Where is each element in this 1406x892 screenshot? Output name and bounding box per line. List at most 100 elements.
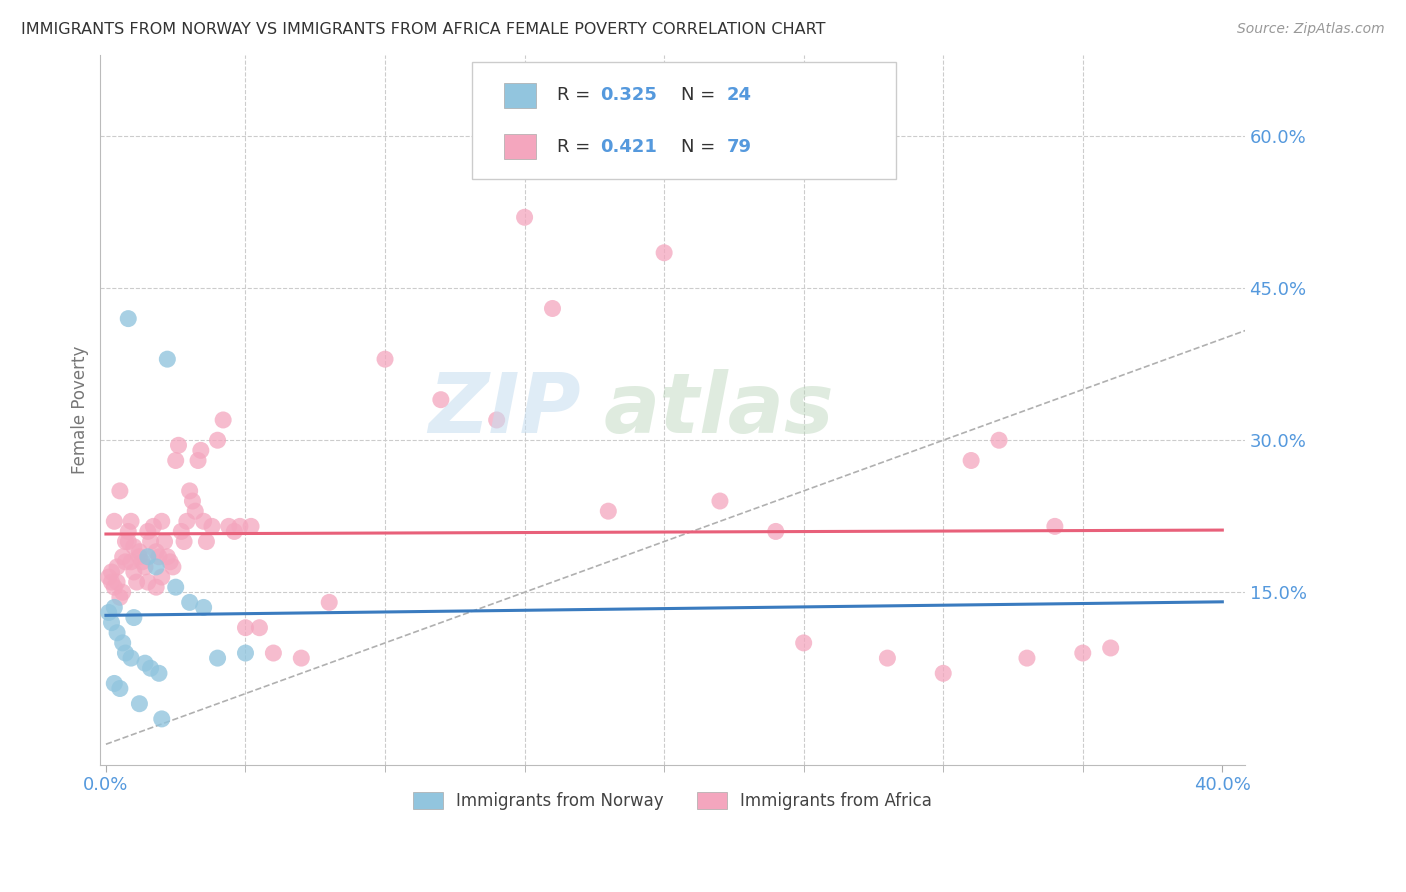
Point — [128, 549, 150, 564]
Point — [145, 544, 167, 558]
Y-axis label: Female Poverty: Female Poverty — [72, 345, 89, 474]
Point — [249, 621, 271, 635]
Point — [100, 615, 122, 630]
Point — [218, 519, 240, 533]
Point — [201, 519, 224, 533]
Text: R =: R = — [557, 137, 596, 155]
Point — [262, 646, 284, 660]
Point — [207, 434, 229, 448]
Legend: Immigrants from Norway, Immigrants from Africa: Immigrants from Norway, Immigrants from … — [406, 785, 939, 816]
Text: N =: N = — [681, 87, 720, 104]
Point — [430, 392, 453, 407]
Point — [108, 483, 131, 498]
Point — [111, 585, 134, 599]
Point — [122, 610, 145, 624]
Point — [100, 565, 122, 579]
Point — [134, 656, 156, 670]
Text: N =: N = — [681, 137, 720, 155]
Point — [103, 514, 125, 528]
Text: 0.325: 0.325 — [600, 87, 657, 104]
Point — [374, 352, 396, 367]
Point — [136, 549, 159, 564]
Point — [176, 514, 198, 528]
Point — [145, 580, 167, 594]
Point — [598, 504, 620, 518]
Point — [224, 524, 246, 539]
Text: Source: ZipAtlas.com: Source: ZipAtlas.com — [1237, 22, 1385, 37]
Point — [111, 549, 134, 564]
Text: 24: 24 — [727, 87, 751, 104]
Point — [134, 560, 156, 574]
Text: ZIP: ZIP — [429, 369, 581, 450]
Point — [128, 697, 150, 711]
Point — [193, 514, 215, 528]
Point — [988, 434, 1011, 448]
Point — [156, 549, 179, 564]
Point — [165, 580, 187, 594]
Point — [207, 651, 229, 665]
Point — [165, 453, 187, 467]
Point — [190, 443, 212, 458]
Point — [170, 524, 193, 539]
Point — [513, 211, 536, 225]
Point — [97, 606, 120, 620]
Point — [131, 555, 153, 569]
Point — [173, 534, 195, 549]
Point — [150, 514, 173, 528]
Point — [235, 646, 257, 660]
Point — [235, 621, 257, 635]
Point — [195, 534, 218, 549]
Point — [1015, 651, 1038, 665]
Point — [105, 575, 128, 590]
Point — [120, 514, 142, 528]
Point — [932, 666, 955, 681]
Point — [1043, 519, 1066, 533]
Point — [179, 595, 201, 609]
Point — [136, 575, 159, 590]
Point — [139, 661, 162, 675]
Point — [153, 534, 176, 549]
Point — [114, 534, 136, 549]
Point — [150, 712, 173, 726]
Point — [148, 549, 170, 564]
Point — [184, 504, 207, 518]
Point — [167, 438, 190, 452]
Point — [108, 591, 131, 605]
Point — [111, 636, 134, 650]
Point — [240, 519, 263, 533]
Point — [187, 453, 209, 467]
Point — [120, 651, 142, 665]
Point — [159, 555, 181, 569]
Point — [1071, 646, 1094, 660]
Point — [122, 540, 145, 554]
Point — [108, 681, 131, 696]
Point — [485, 413, 508, 427]
Point — [114, 646, 136, 660]
Point — [125, 575, 148, 590]
Point — [103, 676, 125, 690]
Point — [148, 666, 170, 681]
Point — [139, 534, 162, 549]
Point — [120, 555, 142, 569]
Point — [114, 555, 136, 569]
Point — [117, 524, 139, 539]
Text: 0.421: 0.421 — [600, 137, 657, 155]
Point — [709, 494, 731, 508]
Point — [105, 560, 128, 574]
Point — [229, 519, 252, 533]
Point — [181, 494, 204, 508]
Point — [1099, 640, 1122, 655]
Point — [142, 519, 165, 533]
Point — [318, 595, 340, 609]
FancyBboxPatch shape — [505, 134, 536, 160]
Text: 79: 79 — [727, 137, 751, 155]
Point — [117, 311, 139, 326]
Point — [103, 580, 125, 594]
Point — [793, 636, 815, 650]
Text: atlas: atlas — [603, 369, 835, 450]
Point — [156, 352, 179, 367]
Point — [290, 651, 312, 665]
Point — [117, 534, 139, 549]
Point — [100, 575, 122, 590]
Text: IMMIGRANTS FROM NORWAY VS IMMIGRANTS FROM AFRICA FEMALE POVERTY CORRELATION CHAR: IMMIGRANTS FROM NORWAY VS IMMIGRANTS FRO… — [21, 22, 825, 37]
